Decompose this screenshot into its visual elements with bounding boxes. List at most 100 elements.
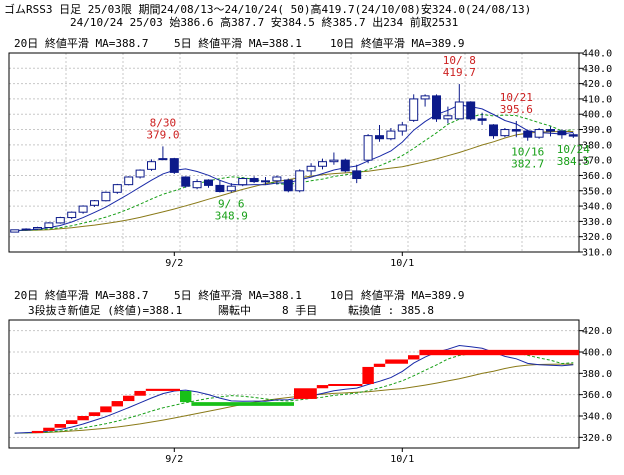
bottom-xtick-label: 10/1 <box>390 454 414 465</box>
top-ytick-label: 380.0 <box>582 140 612 151</box>
break-block <box>111 401 123 407</box>
top-ytick-label: 340.0 <box>582 202 612 213</box>
candlestick-panel: 310.0 320.0 330.0 340.0 350.0 360.0 370.0 380.0… <box>8 49 612 269</box>
candle-body <box>272 176 282 182</box>
candle-body <box>466 101 476 120</box>
top-ytick-label: 400.0 <box>582 110 612 121</box>
candle-body <box>375 135 384 140</box>
top-legend-ma5: 5日 終値平滑 MA=388.1 <box>174 36 302 50</box>
candle-body <box>432 95 441 120</box>
candle-body <box>33 227 42 230</box>
break-block <box>145 388 180 391</box>
top-ytick-label: 350.0 <box>582 186 612 197</box>
break-block <box>180 390 192 403</box>
candle-body <box>283 179 293 192</box>
top-ytick-label: 370.0 <box>582 156 612 167</box>
top-ytick-label: 390.0 <box>582 125 612 136</box>
bottom-legend-ma10: 10日 終値平滑 MA=389.9 <box>330 288 464 302</box>
break-block <box>373 363 386 367</box>
candle-body <box>238 178 248 186</box>
top-ma20-line <box>14 131 574 232</box>
annotation-date: 10/24 <box>557 143 590 156</box>
break-block <box>100 406 112 413</box>
break-chart-reversal-label: 転換値 : 385.8 <box>348 304 434 317</box>
header-line-2: 24/10/24 25/03 始386.6 高387.7 安384.5 終385… <box>70 15 458 29</box>
bottom-ytick-label: 320.0 <box>582 433 612 444</box>
bottom-ytick-label: 380.0 <box>582 369 612 380</box>
top-xtick-label: 10/1 <box>390 258 414 269</box>
annotation-date: 10/ 8 <box>443 54 476 67</box>
candle-body <box>511 129 521 132</box>
candle-body <box>557 130 567 136</box>
candle-body <box>363 135 373 161</box>
candle-body <box>192 181 202 189</box>
annotation-date: 8/30 <box>150 116 177 129</box>
candle-body <box>500 129 510 137</box>
annotation-value: 419.7 <box>443 66 476 79</box>
bottom-legend-ma20: 20日 終値平滑 MA=388.7 <box>14 288 148 302</box>
top-ytick-label: 320.0 <box>582 232 612 243</box>
candle-body <box>306 165 316 172</box>
candle-body <box>534 129 544 138</box>
candle-body <box>44 222 54 229</box>
break-block <box>66 420 78 424</box>
line-break-panel: 320.0 340.0 360.0 380.0 400.0 420.0 9/2 10/1 <box>8 319 612 465</box>
annotation-date: 10/21 <box>500 91 533 104</box>
annotation-value: 379.0 <box>146 128 179 141</box>
top-frame <box>8 52 580 253</box>
bottom-legend-ma5: 5日 終値平滑 MA=388.1 <box>174 288 302 302</box>
candle-body <box>443 115 453 120</box>
break-block <box>54 424 66 428</box>
candle-body <box>55 217 65 224</box>
candle-body <box>568 134 578 137</box>
bottom-ytick-label: 340.0 <box>582 412 612 423</box>
candle-body <box>215 184 225 193</box>
break-block <box>385 359 408 364</box>
break-chart-close-label: 3段抜き新値足 (終値)=388.1 <box>28 303 182 317</box>
break-block <box>123 395 135 402</box>
candle-body <box>397 124 407 132</box>
top-xtick-label: 9/2 <box>165 258 183 269</box>
candle-body <box>67 211 77 219</box>
candle-body <box>135 169 145 178</box>
candle-body <box>420 95 430 100</box>
annotation-date: 9/ 6 <box>218 197 245 210</box>
candle-body <box>181 176 191 187</box>
break-chart-trend-label: 陽転中 <box>218 304 251 317</box>
break-block <box>43 427 55 431</box>
bottom-ytick-label: 420.0 <box>582 326 612 337</box>
candle-body <box>112 184 122 193</box>
annotation-value: 348.9 <box>215 209 248 222</box>
candle-body <box>523 130 533 138</box>
candle-body <box>90 200 99 206</box>
candle-body <box>158 158 168 161</box>
candle-body <box>10 229 20 233</box>
break-block <box>362 366 374 384</box>
candle-body <box>352 170 362 180</box>
top-ma5-line <box>14 104 574 232</box>
candle-body <box>169 158 179 173</box>
candle-body <box>386 130 396 140</box>
annotation-date: 10/16 <box>511 146 544 159</box>
break-chart-step-label: 8 手目 <box>282 303 317 317</box>
bottom-xtick-label: 9/2 <box>165 454 183 465</box>
candle-body <box>101 191 111 202</box>
top-ytick-label: 330.0 <box>582 217 612 228</box>
top-legend-ma10: 10日 終値平滑 MA=389.9 <box>330 36 464 50</box>
candle-body <box>261 180 270 183</box>
bottom-frame <box>8 319 580 449</box>
break-block <box>88 412 101 416</box>
top-ytick-label: 360.0 <box>582 171 612 182</box>
top-ytick-label: 310.0 <box>582 248 612 259</box>
candle-body <box>318 161 327 167</box>
header-line-1: ゴムRSS3 日足 25/03限 期間24/08/13～24/10/24( 50… <box>4 2 531 16</box>
top-ytick-label: 410.0 <box>582 94 612 105</box>
break-block <box>316 385 329 389</box>
break-block <box>408 355 420 360</box>
top-ytick-label: 440.0 <box>582 49 612 60</box>
break-block <box>191 402 294 406</box>
bottom-ytick-label: 400.0 <box>582 348 612 359</box>
candle-body <box>409 98 419 121</box>
annotation-value: 382.7 <box>511 158 544 171</box>
